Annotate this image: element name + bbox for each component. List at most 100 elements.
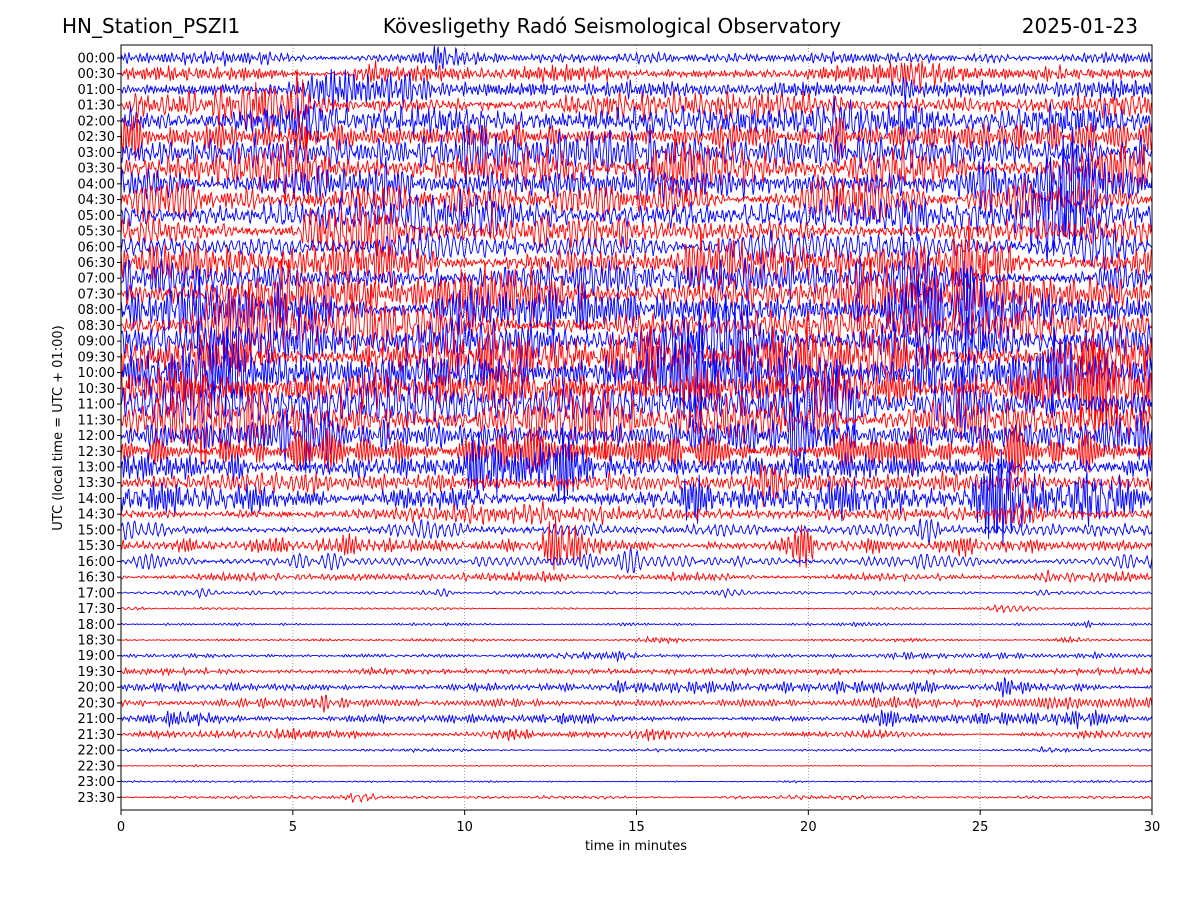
x-tick-label: 25	[972, 820, 989, 835]
seismic-trace	[121, 694, 1152, 713]
seismic-trace	[121, 650, 1152, 663]
y-tick-label: 05:00	[78, 209, 115, 224]
seismic-trace	[121, 635, 1152, 645]
seismic-trace	[121, 463, 1152, 508]
seismic-trace	[121, 588, 1152, 599]
seismic-trace	[121, 449, 1152, 546]
y-tick-label: 13:30	[78, 476, 115, 491]
seismic-trace	[121, 124, 1152, 185]
seismic-trace	[121, 374, 1152, 465]
seismic-trace	[121, 387, 1152, 478]
y-tick-label: 14:00	[78, 492, 115, 507]
y-tick-label: 09:00	[78, 335, 115, 350]
x-tick-label: 10	[456, 820, 473, 835]
y-tick-label: 19:30	[78, 665, 115, 680]
seismic-trace	[121, 779, 1152, 784]
seismic-trace	[121, 174, 1152, 223]
y-tick-label: 18:30	[78, 634, 115, 649]
seismic-trace	[121, 223, 1152, 272]
seismic-trace	[121, 792, 1152, 804]
x-tick-label: 5	[289, 820, 297, 835]
y-tick-label: 02:00	[78, 114, 115, 129]
seismic-trace	[121, 45, 1152, 72]
y-tick-label: 22:00	[78, 744, 115, 759]
y-tick-label: 08:30	[78, 319, 115, 334]
x-axis-label: time in minutes	[585, 839, 687, 854]
seismic-trace	[121, 366, 1152, 450]
y-tick-label: 12:00	[78, 429, 115, 444]
y-tick-label: 23:00	[78, 775, 115, 790]
seismic-trace	[121, 95, 1152, 144]
seismic-trace	[121, 518, 1152, 545]
y-tick-label: 10:00	[78, 366, 115, 381]
seismic-trace	[121, 216, 1152, 311]
y-tick-label: 07:30	[78, 287, 115, 302]
seismic-trace	[121, 676, 1152, 698]
y-tick-label: 06:30	[78, 256, 115, 271]
x-tick-label: 30	[1144, 820, 1161, 835]
y-tick-label: 09:30	[78, 350, 115, 365]
y-axis: 00:0000:3001:0001:3002:0002:3003:0003:30…	[78, 52, 121, 806]
seismic-trace	[121, 603, 1152, 614]
seismic-trace	[121, 500, 1152, 526]
seismic-trace	[121, 424, 1152, 479]
y-tick-label: 00:30	[78, 67, 115, 82]
x-tick-label: 20	[800, 820, 817, 835]
y-tick-label: 03:00	[78, 146, 115, 161]
seismic-trace	[121, 764, 1152, 768]
seismic-trace	[121, 546, 1152, 574]
seismic-trace	[121, 126, 1152, 246]
chart-title: Kövesligethy Radó Seismological Observat…	[382, 14, 842, 38]
y-tick-label: 12:30	[78, 445, 115, 460]
y-tick-label: 20:00	[78, 681, 115, 696]
y-tick-label: 21:30	[78, 728, 115, 743]
y-tick-label: 14:30	[78, 508, 115, 523]
seismic-trace	[121, 516, 1152, 571]
y-tick-label: 04:00	[78, 177, 115, 192]
y-tick-label: 22:30	[78, 759, 115, 774]
y-tick-label: 05:30	[78, 225, 115, 240]
y-tick-label: 23:30	[78, 791, 115, 806]
y-tick-label: 15:30	[78, 539, 115, 554]
recording-date: 2025-01-23	[1021, 14, 1138, 38]
y-tick-label: 10:30	[78, 382, 115, 397]
trace-layer	[121, 45, 1152, 804]
y-tick-label: 06:00	[78, 240, 115, 255]
y-tick-label: 16:00	[78, 555, 115, 570]
station-name: HN_Station_PSZI1	[62, 14, 241, 38]
y-tick-label: 04:30	[78, 193, 115, 208]
seismic-trace	[121, 60, 1152, 94]
seismic-trace	[121, 727, 1152, 743]
seismic-trace	[121, 69, 1152, 135]
seismic-trace	[121, 293, 1152, 378]
seismic-trace	[121, 709, 1152, 730]
seismic-trace	[121, 193, 1152, 264]
y-tick-label: 01:00	[78, 83, 115, 98]
seismic-trace	[121, 619, 1152, 629]
x-tick-label: 15	[628, 820, 645, 835]
y-tick-label: 11:00	[78, 398, 115, 413]
seismic-trace	[121, 328, 1152, 445]
x-axis: 0 5 10 15 20 25 30	[117, 810, 1160, 835]
y-tick-label: 17:00	[78, 586, 115, 601]
y-tick-label: 16:30	[78, 571, 115, 586]
y-tick-label: 21:00	[78, 712, 115, 727]
seismic-trace	[121, 666, 1152, 677]
y-tick-label: 19:00	[78, 649, 115, 664]
y-tick-label: 02:30	[78, 130, 115, 145]
y-tick-label: 13:00	[78, 460, 115, 475]
y-tick-label: 01:30	[78, 99, 115, 114]
y-tick-label: 17:30	[78, 602, 115, 617]
seismic-trace	[121, 232, 1152, 315]
y-axis-label: UTC (local time = UTC + 01:00)	[51, 325, 66, 530]
seismic-trace	[121, 69, 1152, 116]
seismic-trace	[121, 308, 1152, 453]
seismic-trace	[121, 113, 1152, 162]
seismic-trace	[121, 745, 1152, 754]
y-tick-label: 08:00	[78, 303, 115, 318]
seismic-trace	[121, 422, 1152, 505]
y-tick-label: 18:00	[78, 618, 115, 633]
y-tick-label: 03:30	[78, 162, 115, 177]
seismic-trace	[121, 180, 1152, 263]
